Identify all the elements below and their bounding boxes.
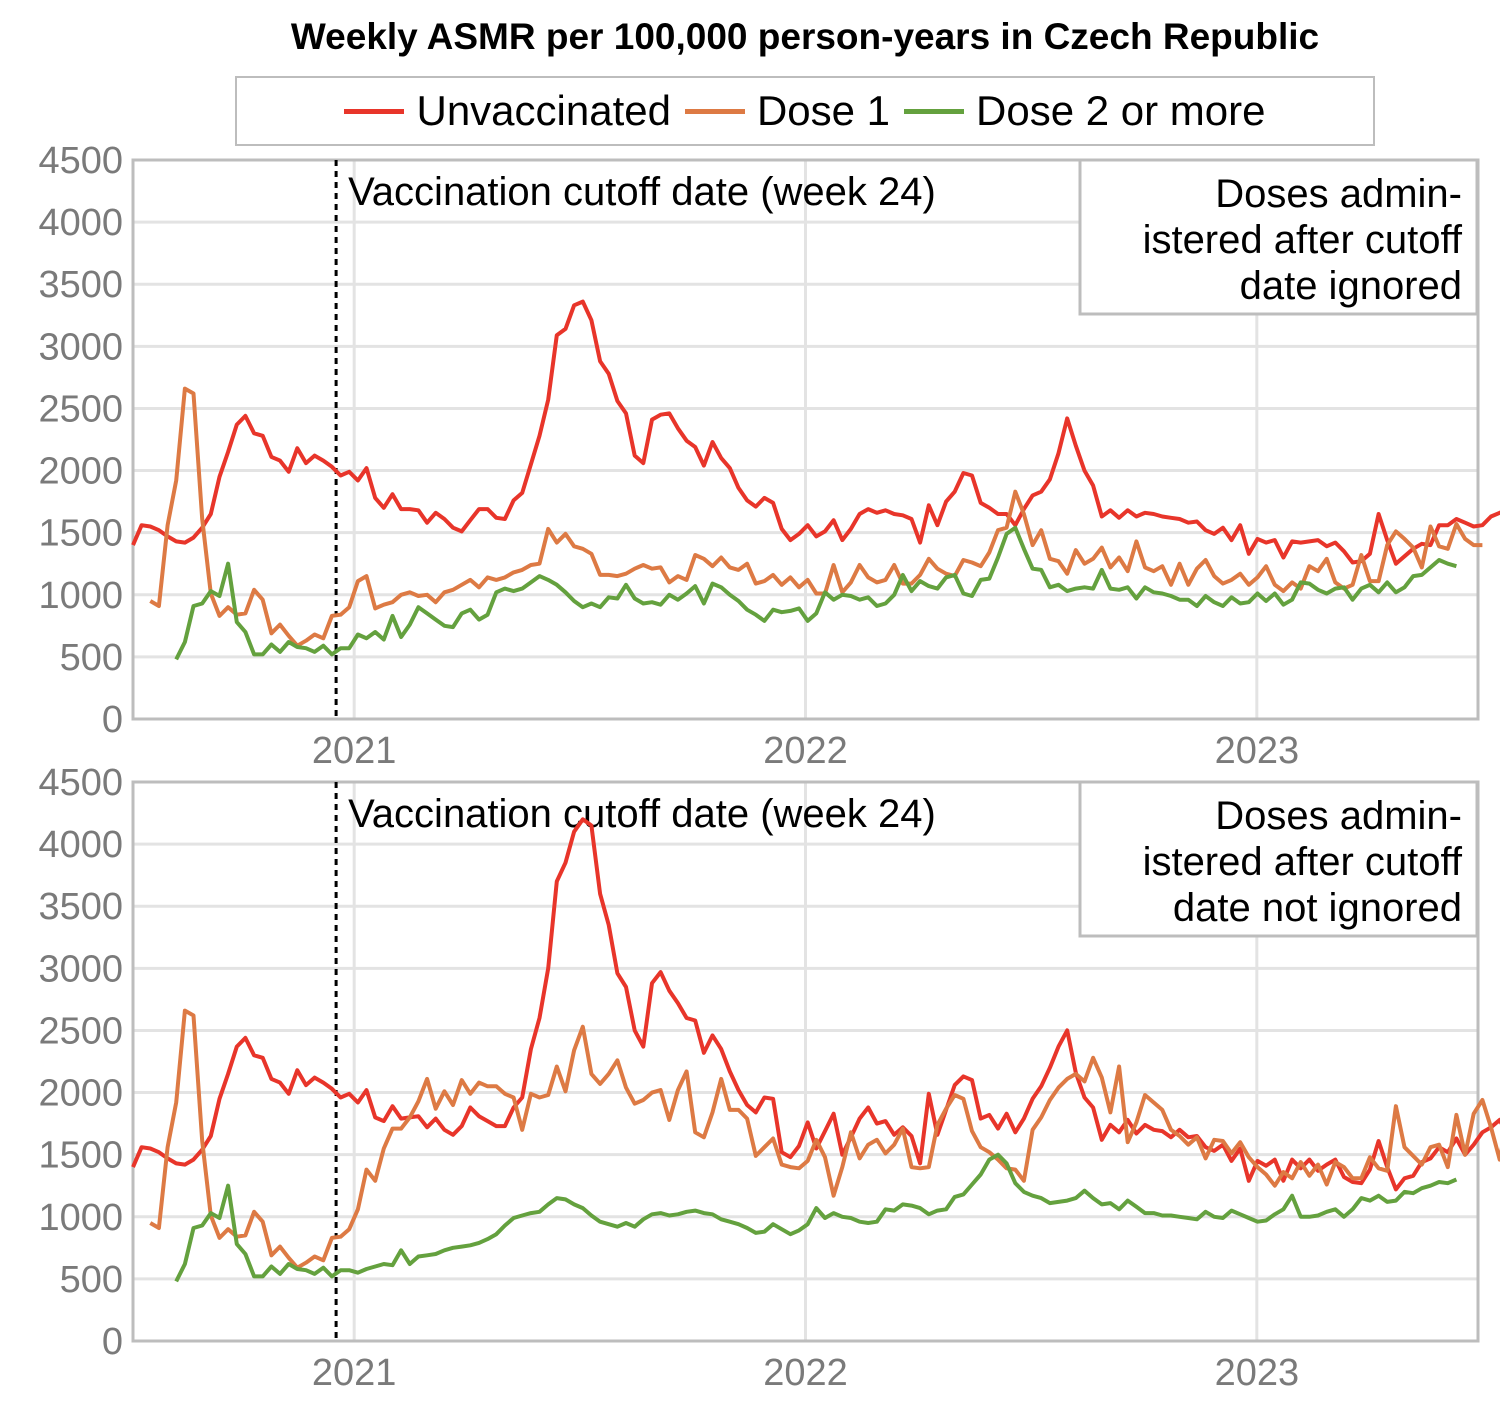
cutoff-label: Vaccination cutoff date (week 24) xyxy=(348,170,936,214)
annotation-line: istered after cutoff xyxy=(1143,840,1463,884)
x-tick-label: 2023 xyxy=(1215,1352,1300,1394)
x-tick-label: 2021 xyxy=(312,1352,397,1394)
legend-item-dose2: Dose 2 or more xyxy=(904,87,1266,135)
legend-swatch-unvaccinated xyxy=(344,108,405,114)
series-line-unvaccinated xyxy=(131,817,1500,1192)
y-tick-label: 3000 xyxy=(38,326,123,368)
legend-swatch-dose2 xyxy=(904,108,965,114)
y-tick-label: 1000 xyxy=(38,575,123,617)
y-tick-label: 3500 xyxy=(38,264,123,306)
annotation-line: Doses admin- xyxy=(1215,794,1462,838)
legend-label-dose2: Dose 2 or more xyxy=(976,87,1266,134)
x-tick-label: 2022 xyxy=(763,730,848,772)
legend-swatch-dose1 xyxy=(684,108,745,114)
annotation-line: date not ignored xyxy=(1173,886,1462,930)
cutoff-label: Vaccination cutoff date (week 24) xyxy=(348,792,936,836)
series-line-dose-1 xyxy=(149,386,1483,648)
plot-frame xyxy=(131,780,1480,1343)
y-tick-label: 1500 xyxy=(38,513,123,555)
legend-item-dose1: Dose 1 xyxy=(684,87,891,135)
y-tick-label: 4000 xyxy=(38,824,123,866)
series-line-dose-2-or-more xyxy=(174,1152,1458,1283)
x-tick-label: 2021 xyxy=(312,730,397,772)
annotation-box xyxy=(1078,780,1479,938)
y-tick-label: 2000 xyxy=(38,1073,123,1115)
y-tick-label: 1000 xyxy=(38,1197,123,1239)
series-line-unvaccinated xyxy=(131,299,1500,566)
y-tick-label: 4500 xyxy=(38,140,123,182)
annotation-line: date ignored xyxy=(1240,264,1462,308)
legend: Unvaccinated Dose 1 Dose 2 or more xyxy=(235,76,1375,146)
legend-item-unvaccinated: Unvaccinated xyxy=(344,87,671,135)
plot-frame xyxy=(131,158,1480,721)
chart-title: Weekly ASMR per 100,000 person-years in … xyxy=(290,16,1320,57)
legend-label-unvaccinated: Unvaccinated xyxy=(416,87,671,134)
y-tick-label: 4500 xyxy=(38,762,123,804)
annotation-line: Doses admin- xyxy=(1215,172,1462,216)
y-tick-label: 500 xyxy=(60,637,123,679)
y-tick-label: 500 xyxy=(60,1259,123,1301)
series-line-dose-1 xyxy=(149,1008,1500,1270)
x-tick-label: 2022 xyxy=(763,1352,848,1394)
y-tick-label: 2500 xyxy=(38,1010,123,1052)
y-tick-label: 4000 xyxy=(38,202,123,244)
series-line-dose-2-or-more xyxy=(174,525,1457,661)
annotation-box xyxy=(1078,158,1479,316)
y-tick-label: 0 xyxy=(102,699,123,741)
annotation-line: istered after cutoff xyxy=(1143,218,1463,262)
y-tick-label: 1500 xyxy=(38,1135,123,1177)
legend-label-dose1: Dose 1 xyxy=(756,87,891,134)
y-tick-label: 0 xyxy=(102,1321,123,1363)
y-tick-label: 2000 xyxy=(38,451,123,493)
x-tick-label: 2023 xyxy=(1215,730,1300,772)
y-tick-label: 3500 xyxy=(38,886,123,928)
y-tick-label: 2500 xyxy=(38,388,123,430)
y-tick-label: 3000 xyxy=(38,948,123,990)
